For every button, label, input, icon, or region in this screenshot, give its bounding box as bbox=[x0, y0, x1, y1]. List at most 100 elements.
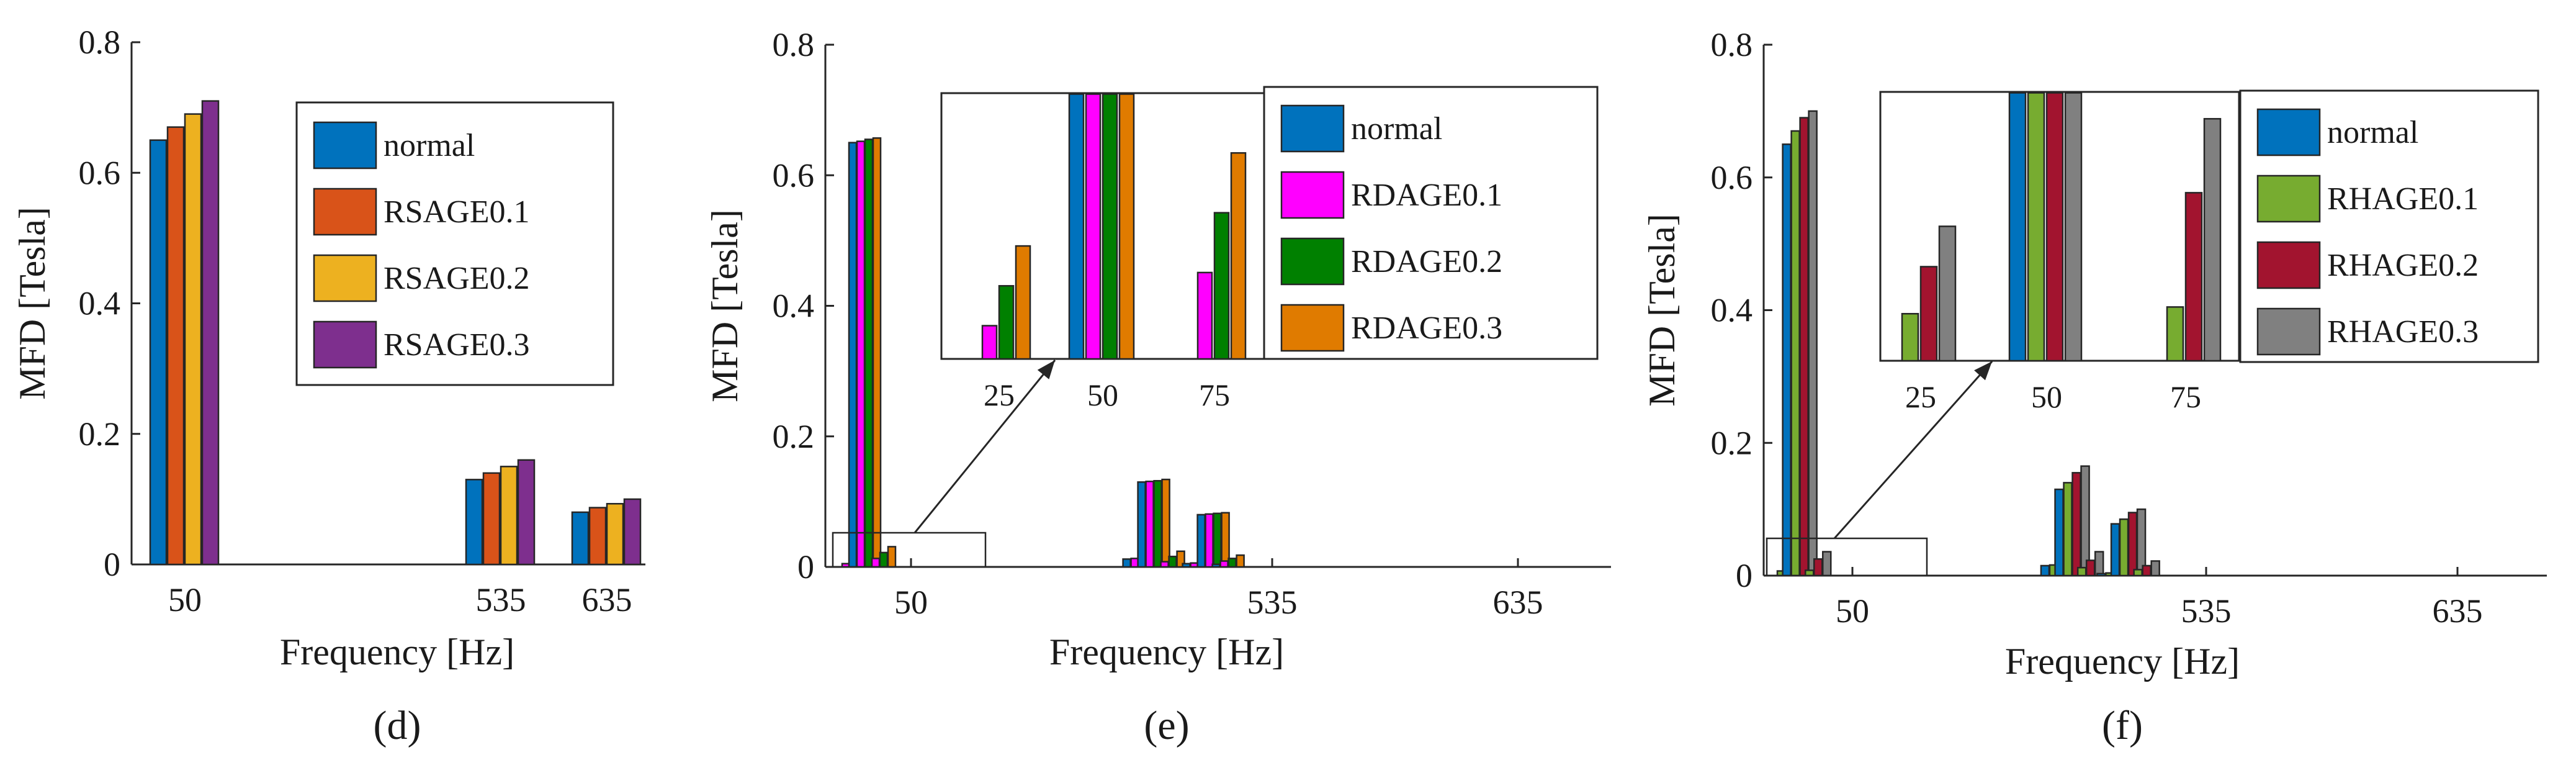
y-tick-label: 0.8 bbox=[773, 26, 815, 63]
bar-RSAGE0.2-635 bbox=[606, 502, 624, 566]
x-tick-label: 50 bbox=[168, 581, 202, 618]
inset-bar-normal-50hz bbox=[2008, 92, 2027, 362]
legend-entry: RDAGE0.2 bbox=[1351, 244, 1502, 279]
inset-bar-RDAGE0.3-75hz bbox=[1230, 152, 1247, 360]
inset-bar-RHAGE0.3-75hz bbox=[2203, 118, 2222, 362]
x-tick-label: 635 bbox=[1493, 584, 1543, 621]
bar-RSAGE0.3-50 bbox=[201, 100, 220, 566]
zoom-arrow-line bbox=[913, 360, 1056, 533]
bar-normal-510hz bbox=[1122, 558, 1131, 568]
legend-entry: normal bbox=[1351, 111, 1442, 147]
y-tick-label: 0 bbox=[104, 546, 120, 583]
bar-normal-510hz bbox=[2040, 564, 2050, 577]
legend-swatch bbox=[1280, 237, 1345, 286]
y-tick-label: 0.2 bbox=[773, 418, 815, 455]
bar-RHAGE0.1-50hz bbox=[1790, 130, 1800, 577]
legend-entry: RDAGE0.1 bbox=[1351, 178, 1502, 213]
inset-bar-RDAGE0.2-50hz bbox=[1102, 93, 1118, 360]
inset-x-tick-label: 50 bbox=[1087, 378, 1118, 412]
y-tick-label: 0.6 bbox=[773, 156, 815, 194]
y-tick-label: 0.4 bbox=[773, 287, 815, 325]
bar-RSAGE0.1-635 bbox=[588, 507, 607, 566]
y-tick-label: 0.2 bbox=[79, 415, 121, 453]
inset-bar-RDAGE0.3-25hz bbox=[1015, 245, 1031, 360]
bar-RDAGE0.3-535hz bbox=[1161, 478, 1170, 568]
y-tick-label: 0.6 bbox=[1711, 159, 1753, 196]
inset-bar-RHAGE0.2-75hz bbox=[2184, 192, 2203, 362]
bar-RDAGE0.1-635hz bbox=[1205, 513, 1214, 568]
bar-normal-535hz bbox=[2054, 488, 2064, 577]
bar-RDAGE0.2-50hz bbox=[864, 138, 874, 568]
bar-RHAGE0.1-535hz bbox=[2063, 482, 2073, 577]
bar-RHAGE0.1-635hz bbox=[2119, 518, 2129, 577]
bar-RHAGE0.1-75hz bbox=[1805, 569, 1815, 577]
bar-RSAGE0.3-635 bbox=[623, 498, 642, 566]
inset-bar-RDAGE0.2-25hz bbox=[998, 285, 1015, 360]
legend-swatch bbox=[2256, 241, 2321, 289]
legend-swatch bbox=[1280, 304, 1345, 352]
x-axis-label: Frequency [Hz] bbox=[280, 631, 514, 672]
bar-RSAGE0.3-535 bbox=[517, 459, 536, 566]
zoom-arrow-line bbox=[1833, 361, 1993, 539]
panel-label: (e) bbox=[1144, 703, 1189, 748]
bar-RDAGE0.2-75hz bbox=[879, 551, 889, 568]
legend-entry: RHAGE0.1 bbox=[2327, 181, 2479, 217]
bar-RHAGE0.3-50hz bbox=[1808, 110, 1818, 577]
bar-RHAGE0.3-75hz bbox=[1822, 551, 1832, 577]
bar-RDAGE0.3-75hz bbox=[887, 546, 897, 568]
legend-entry: RHAGE0.2 bbox=[2327, 248, 2479, 283]
legend-swatch bbox=[2256, 174, 2321, 223]
y-tick-label: 0.2 bbox=[1711, 424, 1753, 461]
bar-normal-50hz bbox=[1782, 143, 1792, 577]
bar-RHAGE0.3-660hz bbox=[2150, 560, 2160, 577]
bar-normal-660hz bbox=[1211, 563, 1221, 568]
y-tick-label: 0.8 bbox=[1711, 26, 1753, 63]
y-tick-label: 0.6 bbox=[79, 154, 121, 191]
bar-RSAGE0.2-50 bbox=[184, 113, 202, 566]
legend-swatch bbox=[313, 188, 377, 236]
bar-RDAGE0.1-75hz bbox=[871, 558, 881, 568]
legend-entry: RHAGE0.3 bbox=[2327, 314, 2479, 350]
y-axis-label: MFD [Tesla] bbox=[12, 207, 53, 400]
y-tick-label: 0.8 bbox=[79, 24, 121, 61]
legend-entry: RSAGE0.1 bbox=[384, 194, 529, 230]
inset-bar-RHAGE0.3-50hz bbox=[2064, 92, 2083, 362]
x-tick-label: 50 bbox=[894, 584, 928, 621]
inset-bar-RDAGE0.1-50hz bbox=[1085, 93, 1102, 360]
legend-entry: RDAGE0.3 bbox=[1351, 310, 1502, 346]
bar-normal-635hz bbox=[2110, 523, 2120, 577]
legend-entry: RSAGE0.2 bbox=[384, 261, 529, 296]
inset-bar-RHAGE0.1-25hz bbox=[1901, 312, 1919, 362]
bar-normal-535 bbox=[465, 479, 483, 566]
bar-RSAGE0.2-535 bbox=[500, 466, 518, 566]
inset-bar-RHAGE0.2-50hz bbox=[2045, 92, 2064, 362]
inset-x-tick-label: 25 bbox=[984, 378, 1015, 412]
legend-entry: normal bbox=[384, 128, 475, 163]
y-tick-label: 0 bbox=[797, 548, 814, 586]
bar-RHAGE0.2-535hz bbox=[2071, 472, 2081, 577]
x-tick-label: 635 bbox=[2433, 592, 2483, 630]
y-tick-label: 0 bbox=[1736, 557, 1752, 594]
bar-RHAGE0.3-560hz bbox=[2094, 551, 2104, 577]
bar-normal-50 bbox=[149, 139, 168, 566]
legend-swatch bbox=[2256, 108, 2321, 156]
inset-x-tick-label: 50 bbox=[2031, 379, 2062, 414]
inset-bar-RHAGE0.1-50hz bbox=[2027, 92, 2045, 362]
zoom-arrow-head bbox=[1037, 360, 1055, 379]
bar-normal-610hz bbox=[1182, 563, 1191, 568]
legend-swatch bbox=[2256, 307, 2321, 356]
inset-bar-RHAGE0.2-25hz bbox=[1919, 266, 1938, 362]
bar-RHAGE0.2-560hz bbox=[2085, 559, 2096, 577]
bar-RSAGE0.1-535 bbox=[482, 472, 501, 566]
x-axis-label: Frequency [Hz] bbox=[2005, 641, 2240, 682]
inset-x-tick-label: 75 bbox=[2170, 379, 2201, 414]
inset-bar-RDAGE0.3-50hz bbox=[1118, 93, 1135, 360]
bar-RDAGE0.1-535hz bbox=[1145, 481, 1154, 568]
bar-RDAGE0.1-660hz bbox=[1219, 560, 1229, 568]
y-tick-label: 0.4 bbox=[1711, 292, 1753, 329]
panel-label: (d) bbox=[374, 703, 421, 748]
bar-RDAGE0.3-50hz bbox=[872, 137, 882, 568]
inset-bar-RHAGE0.1-75hz bbox=[2166, 306, 2184, 362]
inset-x-tick-label: 75 bbox=[1199, 378, 1230, 412]
inset-bar-normal-50hz bbox=[1068, 93, 1085, 360]
